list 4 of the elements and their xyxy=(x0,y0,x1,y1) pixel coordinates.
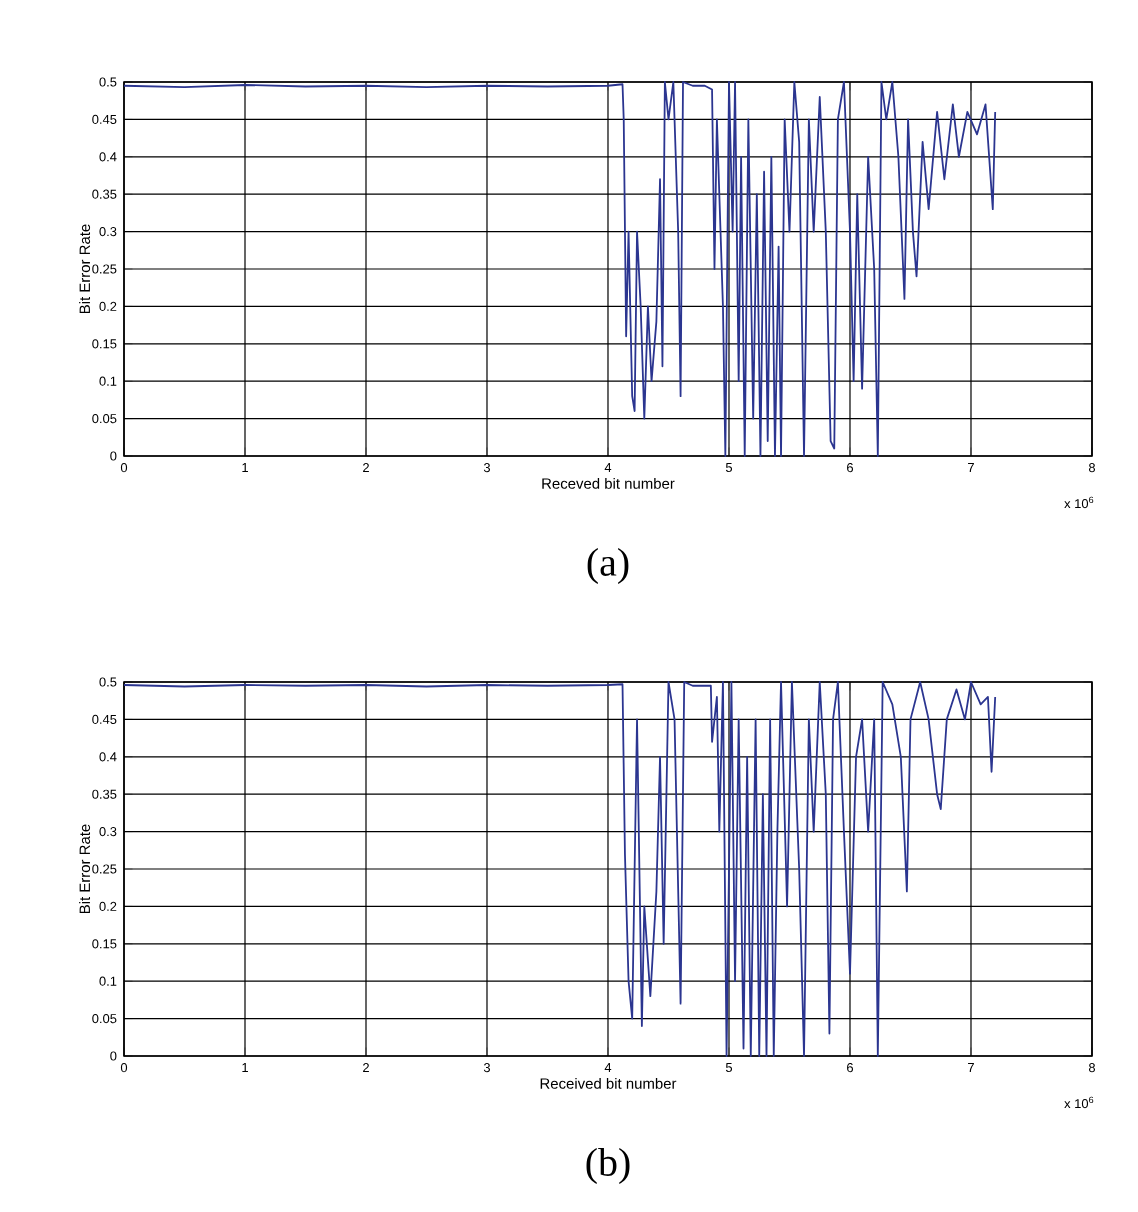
line-series xyxy=(123,681,997,1057)
line-series xyxy=(123,81,997,457)
text: (b) xyxy=(586,1147,630,1185)
text: (a) xyxy=(587,547,629,585)
